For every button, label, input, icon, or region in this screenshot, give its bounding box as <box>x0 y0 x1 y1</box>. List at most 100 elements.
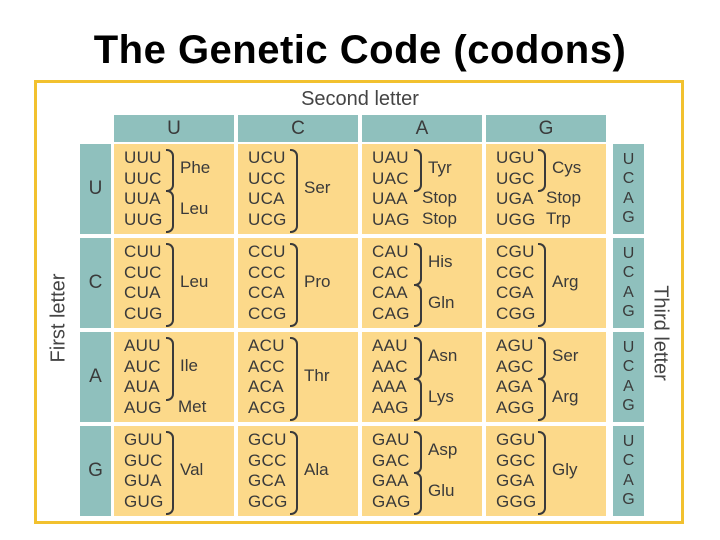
codon-cell: GCU GCC GCA GCG Ala <box>238 426 358 516</box>
amino-acid-ala: Ala <box>304 460 329 479</box>
amino-acid-pro: Pro <box>304 272 331 291</box>
brace <box>538 149 546 192</box>
brace <box>414 243 422 286</box>
codon-UAG: UAG <box>372 209 410 229</box>
codon-GUU: GUU <box>124 430 163 449</box>
brace <box>166 431 174 515</box>
amino-acid-arg: Arg <box>552 386 579 406</box>
second-letter-C: C <box>238 115 358 142</box>
brace <box>414 337 422 380</box>
codon-GCU: GCU <box>248 430 287 449</box>
first-letter-U: U <box>80 144 111 234</box>
codon-GAA: GAA <box>372 471 409 490</box>
codon-GUA: GUA <box>124 471 162 490</box>
codon-AUA: AUA <box>124 377 160 396</box>
codon-cell: UCU UCC UCA UCG Ser <box>238 144 358 234</box>
brace <box>538 378 546 421</box>
brace <box>166 243 174 327</box>
codon-CAC: CAC <box>372 262 409 282</box>
amino-acid-thr: Thr <box>304 366 330 385</box>
second-letter-G: G <box>486 115 606 142</box>
codon-CUU: CUU <box>124 242 162 261</box>
codon-cell: GGU GGC GGA GGG Gly <box>486 426 606 516</box>
codon-AGU: AGU <box>496 336 534 355</box>
codon-ACU: ACU <box>248 336 285 355</box>
amino-acid-asn: Asn <box>428 345 458 365</box>
codon-GGG: GGG <box>496 491 537 511</box>
codon-GCC: GCC <box>248 450 287 470</box>
third-letter-C: C <box>622 452 635 470</box>
third-letter-U: U <box>622 432 635 450</box>
codon-UAA: UAA <box>372 189 408 208</box>
third-letter-A: A <box>623 283 634 301</box>
codon-GCG: GCG <box>248 491 288 511</box>
codon-GGA: GGA <box>496 471 535 490</box>
codon-AUG: AUG <box>124 397 162 417</box>
amino-acid-gln: Gln <box>428 292 455 312</box>
amino-acid-val: Val <box>180 460 204 479</box>
codon-cell: CCU CCC CCA CCG Pro <box>238 238 358 328</box>
amino-acid-asp: Asp <box>428 439 458 459</box>
codon-AGA: AGA <box>496 377 533 396</box>
third-letter-U: U <box>622 338 635 356</box>
first-letter-G: G <box>80 426 111 516</box>
third-letter-C: C <box>622 170 635 188</box>
codon-AAU: AAU <box>372 336 408 355</box>
second-letter-U: U <box>114 115 234 142</box>
brace <box>290 243 298 327</box>
codon-UGU: UGU <box>496 148 535 167</box>
codon-UUU: UUU <box>124 148 162 167</box>
amino-acid-stop: Stop <box>422 208 457 228</box>
third-letter-G: G <box>622 209 635 227</box>
codon-UCC: UCC <box>248 168 286 188</box>
codon-cell: GUU GUC GUA GUG Val <box>114 426 234 516</box>
codon-AUC: AUC <box>124 356 161 376</box>
codon-cell: AAU AAC AAA AAG Asn Lys <box>362 332 482 422</box>
codon-CUA: CUA <box>124 283 161 302</box>
codon-cell: CUU CUC CUA CUG Leu <box>114 238 234 328</box>
amino-acid-cys: Cys <box>552 157 582 177</box>
first-letter-C: C <box>80 238 111 328</box>
codon-cell: UGU UGC UGA UGG Cys Stop Trp <box>486 144 606 234</box>
third-letter-C: C <box>622 264 635 282</box>
codon-cell: UAU UAC UAA UAG Tyr Stop Stop <box>362 144 482 234</box>
codon-GUG: GUG <box>124 491 164 511</box>
codon-AAC: AAC <box>372 356 408 376</box>
brace <box>166 190 174 233</box>
codon-UGA: UGA <box>496 189 534 208</box>
brace <box>414 472 422 515</box>
codon-CCG: CCG <box>248 303 287 323</box>
amino-acid-leu: Leu <box>180 272 209 291</box>
codon-GAG: GAG <box>372 491 411 511</box>
third-letter-U: U <box>622 244 635 262</box>
amino-acid-ile: Ile <box>180 355 198 375</box>
codon-UUA: UUA <box>124 189 161 208</box>
second-letter-A: A <box>362 115 482 142</box>
brace <box>290 149 298 233</box>
brace <box>414 378 422 421</box>
codon-GGU: GGU <box>496 430 536 449</box>
amino-acid-leu: Leu <box>180 198 209 218</box>
brace <box>414 284 422 327</box>
amino-acid-ser: Ser <box>552 345 579 365</box>
codon-GAC: GAC <box>372 450 410 470</box>
codon-AGC: AGC <box>496 356 534 376</box>
codon-CAU: CAU <box>372 242 409 261</box>
codon-CGA: CGA <box>496 283 534 302</box>
third-letter-G: G <box>622 491 635 509</box>
brace <box>290 337 298 421</box>
codon-UCA: UCA <box>248 189 285 208</box>
amino-acid-phe: Phe <box>180 157 211 177</box>
amino-acid-trp: Trp <box>546 208 571 228</box>
codon-AUU: AUU <box>124 336 161 355</box>
amino-acid-lys: Lys <box>428 386 454 406</box>
third-letter-U: U <box>622 150 635 168</box>
codon-UUC: UUC <box>124 168 162 188</box>
codon-AGG: AGG <box>496 397 535 417</box>
codon-UAU: UAU <box>372 148 409 167</box>
codon-CUC: CUC <box>124 262 162 282</box>
